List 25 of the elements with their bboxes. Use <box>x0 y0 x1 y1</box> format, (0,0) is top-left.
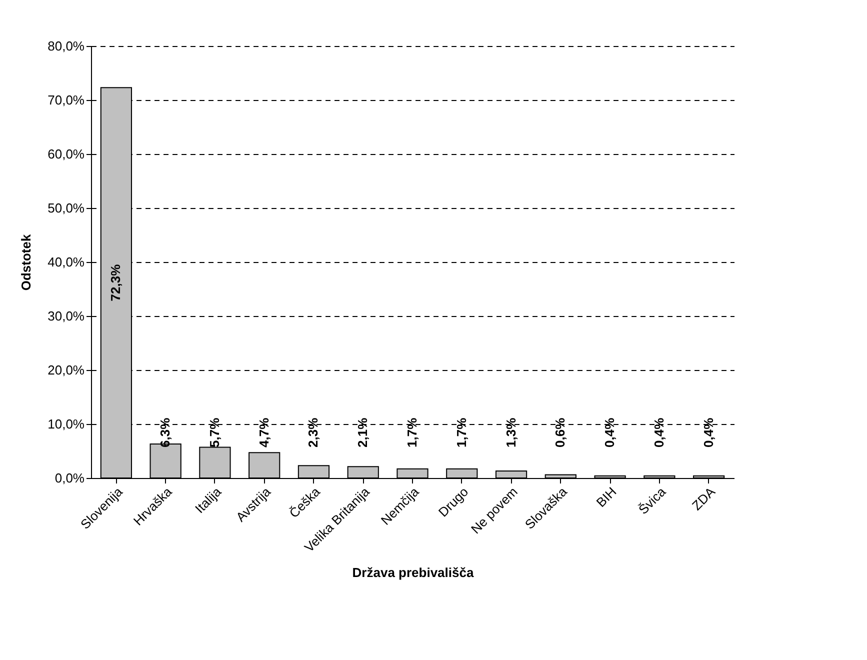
y-tick-label: 30,0% <box>48 308 85 324</box>
data-label: 0,4% <box>651 417 666 448</box>
y-tick-label: 60,0% <box>48 146 85 162</box>
y-tick-label: 70,0% <box>48 92 85 108</box>
y-tick-label: 80,0% <box>48 38 85 54</box>
data-label: 1,3% <box>503 417 518 448</box>
data-label: 0,4% <box>700 417 716 448</box>
data-label: 2,1% <box>355 417 370 448</box>
y-tick-label: 0,0% <box>54 470 85 486</box>
y-tick-label: 50,0% <box>48 200 85 216</box>
y-tick-label: 20,0% <box>48 362 85 378</box>
y-axis-title: Odstotek <box>18 234 34 291</box>
data-label: 1,7% <box>404 417 420 448</box>
x-axis-title: Država prebivališča <box>352 564 474 580</box>
data-label: 5,7% <box>206 417 222 448</box>
data-label: 4,7% <box>256 417 272 448</box>
y-tick-label: 10,0% <box>48 416 85 432</box>
y-tick-label: 40,0% <box>48 254 85 270</box>
data-label: 1,7% <box>454 417 469 448</box>
x-tick-label: ZDA <box>689 484 718 514</box>
x-tick-label: BIH <box>593 484 620 510</box>
data-label: 72,3% <box>108 264 124 302</box>
data-label: 2,3% <box>306 417 321 448</box>
data-label: 0,6% <box>552 417 568 448</box>
data-label: 0,4% <box>602 417 618 448</box>
